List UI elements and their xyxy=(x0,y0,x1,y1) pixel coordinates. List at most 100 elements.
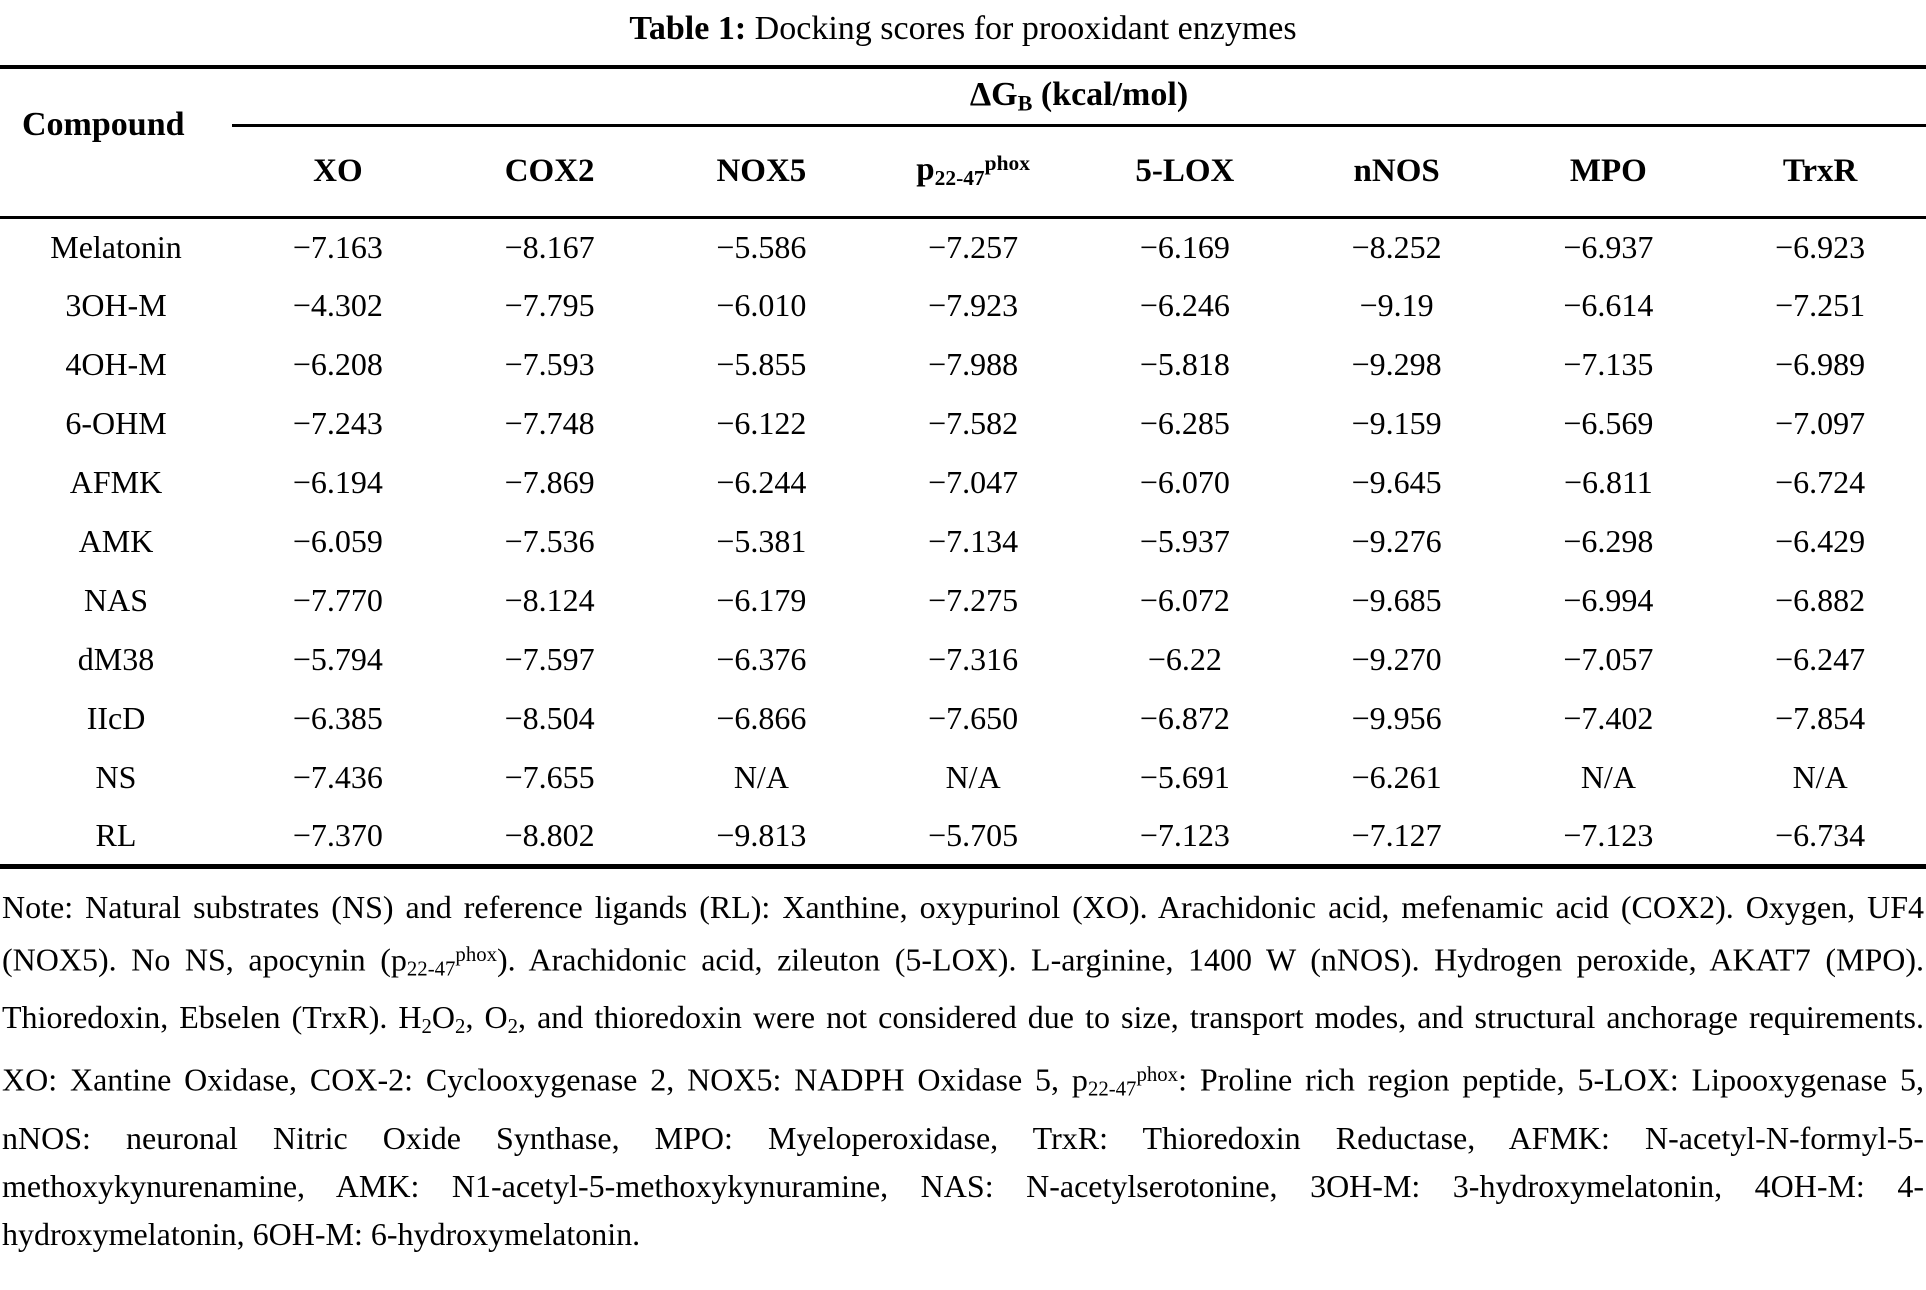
docking-score-cell: −6.872 xyxy=(1139,700,1230,736)
table-row: NAS −7.770 −8.124 −6.179 −7.275 −6.072 −9.685… xyxy=(0,571,1926,630)
enzyme-column-header: nNOS xyxy=(1290,125,1503,219)
docking-score-cell: −6.194 xyxy=(292,464,383,500)
docking-score-cell: −5.818 xyxy=(1139,346,1230,382)
docking-score-cell: −6.072 xyxy=(1139,582,1230,618)
docking-score-cell: −6.385 xyxy=(292,700,383,736)
docking-score-cell: −6.285 xyxy=(1139,405,1230,441)
docking-score-cell: −6.882 xyxy=(1775,582,1866,618)
docking-score-cell: −9.270 xyxy=(1351,641,1442,677)
docking-score-cell: −9.813 xyxy=(716,816,807,853)
docking-score-cell: −6.811 xyxy=(1563,464,1653,500)
docking-score-cell: −9.645 xyxy=(1351,464,1442,500)
table-row: Melatonin −7.163 −8.167 −5.586 −7.257 −6.169… xyxy=(0,217,1926,276)
docking-score-cell: −7.655 xyxy=(504,759,595,795)
docking-score-cell: −7.251 xyxy=(1775,287,1866,323)
docking-score-cell: −5.691 xyxy=(1139,759,1230,795)
docking-score-cell: −6.724 xyxy=(1775,464,1866,500)
compound-cell: NAS xyxy=(83,582,148,618)
enzyme-header-row: XO COX2 NOX5 p22-47phox 5-LOX nNOS MPO TrxR xyxy=(0,125,1926,219)
docking-score-cell: −7.057 xyxy=(1563,641,1654,677)
table-row: AMK −6.059 −7.536 −5.381 −7.134 −5.937 −9.276… xyxy=(0,512,1926,571)
docking-score-cell: −6.734 xyxy=(1775,816,1866,853)
table-body: Melatonin −7.163 −8.167 −5.586 −7.257 −6.169… xyxy=(0,217,1926,866)
docking-score-cell: −7.536 xyxy=(504,523,595,559)
compound-cell: 3OH-M xyxy=(65,287,167,323)
docking-score-cell: −6.298 xyxy=(1563,523,1654,559)
delta-g-group-header: ΔGB (kcal/mol) xyxy=(232,67,1926,127)
docking-score-cell: −7.163 xyxy=(292,228,383,265)
table-row: AFMK −6.194 −7.869 −6.244 −7.047 −6.070 −9.64… xyxy=(0,453,1926,512)
compound-cell: 4OH-M xyxy=(65,346,167,382)
docking-score-cell: N/A xyxy=(1792,759,1848,795)
enzyme-column-header: NOX5 xyxy=(655,125,868,219)
docking-score-cell: −6.937 xyxy=(1563,228,1654,265)
table-caption-label: Table 1: xyxy=(629,10,747,47)
compound-cell: AFMK xyxy=(69,464,163,500)
enzyme-column-header: COX2 xyxy=(443,125,656,219)
table-caption-text: Docking scores for prooxidant enzymes xyxy=(746,10,1297,47)
docking-score-cell: −7.275 xyxy=(928,582,1019,618)
table-note: Note: Natural substrates (NS) and refere… xyxy=(2,888,1925,1252)
table-row: RL −7.370 −8.802 −9.813 −5.705 −7.123 −7.127 −… xyxy=(0,807,1926,866)
docking-score-cell: −9.298 xyxy=(1351,346,1442,382)
compound-cell: 6-OHM xyxy=(65,405,167,441)
docking-score-cell: −8.124 xyxy=(504,582,595,618)
table-caption: Table 1: Docking scores for prooxidant e… xyxy=(0,0,1926,65)
docking-score-cell: −8.252 xyxy=(1351,228,1442,265)
docking-score-cell: N/A xyxy=(1580,759,1636,795)
docking-score-cell: −6.994 xyxy=(1563,582,1654,618)
table-row: dM38 −5.794 −7.597 −6.376 −7.316 −6.22 −9.270… xyxy=(0,630,1926,689)
compound-cell: NS xyxy=(95,759,137,795)
docking-score-cell: −7.795 xyxy=(504,287,595,323)
docking-score-cell: −6.070 xyxy=(1139,464,1230,500)
docking-score-cell: −6.614 xyxy=(1563,287,1654,323)
docking-score-cell: −7.748 xyxy=(504,405,595,441)
docking-score-cell: −9.159 xyxy=(1351,405,1442,441)
docking-score-cell: −7.770 xyxy=(292,582,383,618)
compound-column-header: Compound xyxy=(0,67,232,219)
docking-score-cell: −6.244 xyxy=(716,464,807,500)
compound-cell: AMK xyxy=(78,523,154,559)
enzyme-column-header: p22-47phox xyxy=(867,125,1079,219)
enzyme-column-header: MPO xyxy=(1502,125,1715,219)
table-head: Compound ΔGB (kcal/mol) XO COX2 NOX5 p22-47… xyxy=(0,67,1926,219)
docking-score-cell: −7.923 xyxy=(928,287,1019,323)
docking-score-cell: −7.582 xyxy=(928,405,1019,441)
table-row: 4OH-M −6.208 −7.593 −5.855 −7.988 −5.818 −9.2… xyxy=(0,335,1926,394)
docking-score-cell: −6.22 xyxy=(1147,641,1222,677)
docking-score-cell: −7.854 xyxy=(1775,700,1866,736)
table-row: 3OH-M −4.302 −7.795 −6.010 −7.923 −6.246 −9.1… xyxy=(0,276,1926,335)
docking-score-cell: −7.097 xyxy=(1775,405,1866,441)
docking-score-cell: −8.167 xyxy=(504,228,595,265)
compound-cell: dM38 xyxy=(77,641,155,677)
compound-cell: IIcD xyxy=(86,700,146,736)
docking-score-cell: −6.429 xyxy=(1775,523,1866,559)
docking-score-cell: −4.302 xyxy=(292,287,383,323)
docking-score-cell: −7.127 xyxy=(1351,816,1442,853)
enzyme-column-header: XO xyxy=(232,125,444,219)
docking-score-cell: −5.855 xyxy=(716,346,807,382)
docking-score-cell: −7.047 xyxy=(928,464,1019,500)
docking-score-cell: −6.059 xyxy=(292,523,383,559)
docking-score-cell: −6.247 xyxy=(1775,641,1866,677)
docking-score-cell: −5.586 xyxy=(716,228,807,265)
docking-score-cell: −6.010 xyxy=(716,287,807,323)
docking-score-cell: −7.257 xyxy=(928,228,1019,265)
docking-score-cell: −9.19 xyxy=(1359,287,1434,323)
docking-score-cell: −6.261 xyxy=(1351,759,1442,795)
docking-score-cell: −5.794 xyxy=(292,641,383,677)
docking-score-cell: −7.134 xyxy=(928,523,1019,559)
docking-score-cell: −9.956 xyxy=(1351,700,1442,736)
docking-score-cell: −6.376 xyxy=(716,641,807,677)
docking-score-cell: −6.179 xyxy=(716,582,807,618)
table-row: 6-OHM −7.243 −7.748 −6.122 −7.582 −6.285 −9.1… xyxy=(0,394,1926,453)
docking-score-cell: −6.122 xyxy=(716,405,807,441)
docking-score-cell: −7.316 xyxy=(928,641,1019,677)
docking-score-cell: −6.989 xyxy=(1775,346,1866,382)
table-row: NS −7.436 −7.655 N/A N/A −5.691 −6.261 N/A N/A xyxy=(0,748,1926,807)
docking-score-cell: −7.370 xyxy=(292,816,383,853)
docking-score-cell: −7.123 xyxy=(1563,816,1654,853)
docking-score-cell: −8.802 xyxy=(504,816,595,853)
enzyme-column-header: 5-LOX xyxy=(1079,125,1291,219)
